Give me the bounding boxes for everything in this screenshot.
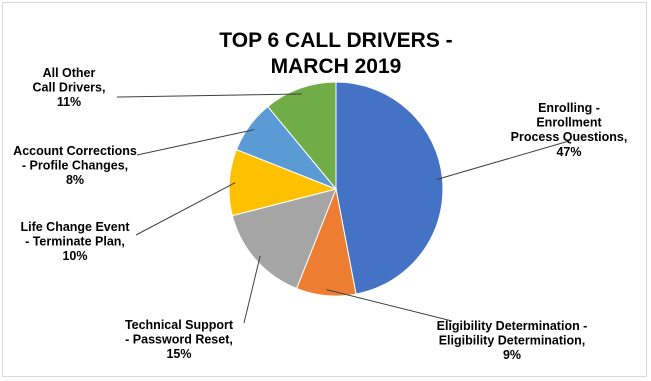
slice-label-line: 8% (66, 173, 84, 187)
slice-label-technical-support: Technical Support - Password Reset, 15% (125, 318, 234, 361)
slice-label-line: Account Corrections (13, 144, 137, 158)
leader-line-enrolling (436, 140, 570, 180)
chart-title-line-2: MARCH 2019 (271, 55, 402, 78)
slice-label-life-change-event: Life Change Event - Terminate Plan, 10% (20, 220, 130, 263)
leader-lines (116, 93, 570, 324)
slice-label-line: 11% (57, 95, 81, 109)
slice-label-line: All Other (43, 66, 96, 80)
slice-label-line: Eligibility Determination - (437, 319, 588, 333)
slice-label-line: Enrollment (536, 116, 602, 130)
leader-line-life-change-event (135, 182, 236, 236)
slice-label-line: Call Drivers, (33, 81, 106, 95)
pie-chart: TOP 6 CALL DRIVERS - MARCH 2019 Enrollin… (13, 29, 627, 362)
chart-title-line-1: TOP 6 CALL DRIVERS - (219, 29, 452, 52)
pie-slice-enrolling (335, 81, 444, 295)
slice-label-line: Process Questions, (511, 130, 628, 144)
leader-line-account-corrections (136, 129, 255, 156)
slice-labels: Enrolling -Enrollment Process Questions, 4… (13, 66, 627, 362)
pie-slice-technical-support (231, 188, 337, 290)
chart-frame: TOP 6 CALL DRIVERS - MARCH 2019 Enrollin… (2, 2, 647, 377)
slice-label-line: Enrolling - (538, 101, 600, 115)
slice-label-line: 9% (503, 348, 521, 362)
slice-label-line: 15% (166, 347, 191, 361)
slice-label-line: 47% (556, 145, 581, 159)
pie-slice-all-other (267, 81, 337, 191)
slice-label-account-corrections: Account Corrections - Profile Changes, 8% (13, 144, 137, 187)
slice-label-line: Life Change Event (20, 220, 130, 234)
slice-label-line: Eligibility Determination, (439, 334, 586, 348)
slice-label-line: - Profile Changes, (22, 159, 128, 173)
slice-label-all-other: All Other Call Drivers, 11% (33, 66, 106, 109)
pie-slices (228, 81, 444, 297)
slice-label-line: - Password Reset, (125, 333, 233, 347)
slice-label-line: - Terminate Plan, (25, 235, 125, 249)
slice-label-line: 10% (62, 249, 87, 263)
leader-line-technical-support (243, 255, 261, 324)
slice-label-line: Technical Support (125, 318, 234, 332)
slice-label-enrolling: Enrolling -Enrollment Process Questions, 4… (511, 101, 628, 159)
slice-label-eligibility-determination: Eligibility Determination -Eligibility D… (437, 319, 588, 362)
leader-line-eligibility-determination (326, 289, 453, 322)
leader-line-all-other (116, 93, 302, 98)
